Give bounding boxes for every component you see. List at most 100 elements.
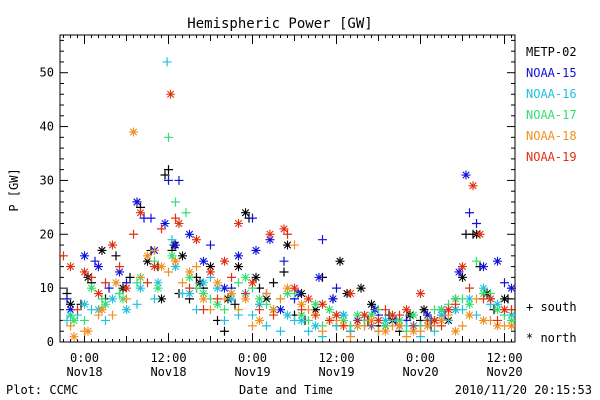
south-marker — [94, 310, 103, 320]
north-marker — [465, 294, 474, 304]
south-marker — [332, 283, 341, 293]
north-marker — [66, 262, 75, 272]
north-marker — [507, 321, 516, 331]
north-marker — [136, 208, 145, 218]
north-marker — [265, 235, 275, 245]
north-marker — [265, 229, 275, 239]
south-marker — [304, 315, 313, 325]
x-tick-label-date: Nov20 — [402, 365, 438, 379]
north-marker — [437, 315, 446, 325]
north-marker — [241, 208, 250, 218]
north-marker — [157, 262, 166, 272]
north-marker — [262, 294, 271, 304]
south-marker — [206, 240, 215, 250]
north-marker — [251, 245, 261, 255]
south-marker — [199, 305, 208, 315]
north-marker — [108, 240, 117, 250]
y-tick-label: 30 — [40, 173, 54, 187]
north-marker — [419, 305, 429, 315]
south-marker — [262, 299, 271, 309]
north-marker — [465, 299, 474, 309]
north-marker — [304, 294, 313, 304]
north-marker — [227, 289, 236, 299]
north-marker — [395, 315, 404, 325]
x-tick-label-time: 0:00 — [238, 351, 267, 365]
south-marker — [465, 283, 474, 293]
north-marker — [409, 310, 418, 320]
south-marker — [181, 208, 191, 218]
north-marker — [206, 267, 215, 277]
north-marker — [199, 294, 208, 304]
north-marker — [479, 315, 488, 325]
south-marker — [213, 294, 222, 304]
south-marker — [437, 321, 446, 331]
north-marker — [388, 310, 397, 320]
north-marker — [423, 310, 432, 320]
north-marker — [339, 310, 348, 320]
south-marker — [97, 294, 107, 304]
north-marker — [454, 267, 464, 277]
legend-entry: NOAA-19 — [526, 150, 577, 164]
south-marker — [220, 326, 229, 336]
y-tick-label: 50 — [40, 66, 54, 80]
legend-entry: METP-02 — [526, 45, 577, 59]
south-marker — [276, 326, 285, 336]
south-marker — [279, 267, 289, 277]
south-marker — [132, 299, 142, 309]
north-marker — [507, 283, 516, 293]
north-marker — [451, 326, 460, 336]
x-tick-label-date: Nov18 — [150, 365, 186, 379]
x-tick-label-time: 12:00 — [318, 351, 354, 365]
south-marker — [234, 305, 243, 315]
south-marker — [290, 240, 299, 250]
north-marker — [311, 299, 320, 309]
north-marker — [437, 305, 446, 315]
north-marker — [283, 310, 292, 320]
north-marker — [143, 251, 152, 261]
south-marker — [451, 299, 460, 309]
north-marker — [174, 219, 184, 229]
y-tick-label: 20 — [40, 227, 54, 241]
north-marker — [234, 219, 243, 229]
south-marker — [339, 321, 348, 331]
north-marker — [500, 305, 509, 315]
legend-entry: NOAA-16 — [526, 87, 577, 101]
y-tick-label: 40 — [40, 120, 54, 134]
north-marker — [213, 283, 222, 293]
legend-entry: NOAA-17 — [526, 108, 577, 122]
north-marker — [234, 262, 243, 272]
south-marker — [136, 272, 145, 282]
south-marker — [101, 315, 110, 325]
north-marker — [367, 315, 376, 325]
south-marker — [472, 256, 481, 266]
south-marker — [164, 267, 173, 277]
north-marker — [171, 256, 180, 266]
north-marker — [101, 299, 110, 309]
south-marker — [269, 310, 278, 320]
north-marker — [136, 283, 145, 293]
south-marker — [493, 315, 502, 325]
north-marker — [437, 310, 446, 320]
north-marker — [423, 321, 432, 331]
x-tick-label-time: 0:00 — [406, 351, 435, 365]
south-marker — [62, 294, 72, 304]
data-markers — [59, 57, 516, 342]
series-noaa-16 — [62, 57, 516, 342]
north-marker — [167, 251, 177, 261]
south-marker — [132, 278, 142, 288]
north-marker — [153, 278, 163, 288]
south-marker — [150, 245, 159, 255]
north-marker — [143, 256, 152, 266]
north-marker — [220, 283, 229, 293]
south-marker — [248, 310, 257, 320]
legend-entry: NOAA-18 — [526, 129, 577, 143]
north-marker — [255, 315, 264, 325]
north-marker — [150, 262, 159, 272]
x-axis-label: Date and Time — [239, 383, 333, 397]
north-marker — [87, 283, 96, 293]
north-marker — [69, 332, 79, 342]
north-marker — [251, 272, 261, 282]
south-marker — [276, 294, 285, 304]
south-marker — [73, 305, 82, 315]
